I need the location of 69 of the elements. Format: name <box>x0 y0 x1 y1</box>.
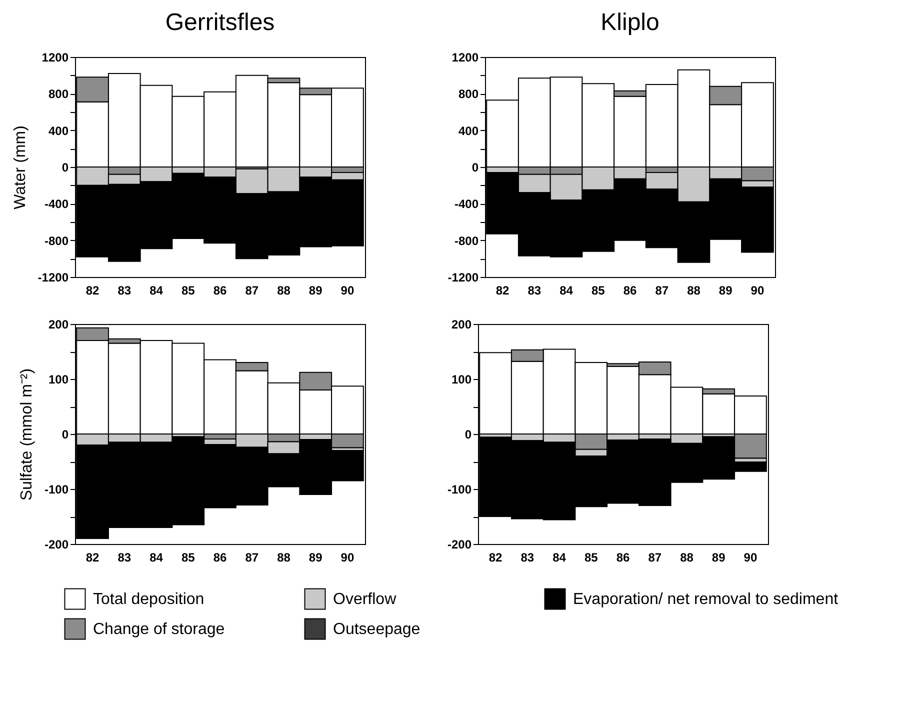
x-tick-label: 86 <box>213 550 227 564</box>
x-tick-label: 88 <box>277 284 291 298</box>
y-tick-label: 800 <box>48 87 69 102</box>
y-tick-label: 1200 <box>42 50 69 64</box>
y-tick-label: 400 <box>48 124 69 138</box>
y-tick-label: -200 <box>44 538 69 552</box>
y-tick-label: -1200 <box>38 270 69 284</box>
y-tick-label: 400 <box>458 124 479 138</box>
x-tick-label: 85 <box>181 284 196 298</box>
x-tick-label: 82 <box>86 550 100 564</box>
y-tick-label: -1200 <box>448 270 479 284</box>
x-tick-label: 84 <box>560 284 574 298</box>
x-tick-label: 88 <box>687 284 701 298</box>
x-tick-label: 85 <box>584 550 598 564</box>
y-tick-label: -800 <box>44 234 69 248</box>
y-tick-label: -100 <box>447 482 472 496</box>
x-tick-label: 88 <box>277 550 291 564</box>
x-tick-label: 83 <box>520 550 534 564</box>
y-tick-label: -400 <box>454 197 479 212</box>
x-tick-label: 89 <box>308 284 323 298</box>
x-tick-label: 84 <box>150 284 164 298</box>
x-tick-label: 90 <box>340 550 354 564</box>
x-tick-label: 83 <box>118 284 132 298</box>
y-axis-title: Sulfate (mmol m⁻²) <box>18 368 36 501</box>
y-tick-label: 100 <box>48 372 69 386</box>
y-tick-label: -800 <box>454 234 479 248</box>
x-tick-label: 85 <box>181 550 196 564</box>
y-tick-label: -400 <box>44 197 69 212</box>
y-tick-label: -200 <box>447 538 472 552</box>
x-tick-label: 87 <box>245 284 259 298</box>
x-tick-label: 86 <box>616 550 630 564</box>
x-tick-label: 85 <box>591 284 606 298</box>
y-tick-label: 200 <box>451 318 472 332</box>
x-tick-label: 82 <box>496 284 510 298</box>
y-tick-label: 100 <box>451 372 472 386</box>
y-tick-label: 800 <box>458 87 479 102</box>
x-tick-label: 90 <box>750 284 764 298</box>
x-tick-label: 89 <box>712 550 726 564</box>
x-tick-label: 84 <box>552 550 566 564</box>
x-tick-label: 86 <box>213 284 227 298</box>
y-tick-label: 0 <box>472 160 479 174</box>
x-tick-label: 89 <box>718 284 733 298</box>
x-tick-label: 87 <box>245 550 259 564</box>
legend-label: Outseepage <box>333 621 420 638</box>
x-tick-label: 87 <box>655 284 669 298</box>
x-tick-label: 82 <box>86 284 100 298</box>
chart-title: Gerritsfles <box>165 9 275 36</box>
x-tick-label: 88 <box>680 550 694 564</box>
legend-label: Evaporation/ net removal to sediment <box>573 591 839 608</box>
chart-title: Kliplo <box>600 9 660 36</box>
y-tick-label: 0 <box>62 428 69 442</box>
y-tick-label: 0 <box>62 160 69 174</box>
y-axis-title: Water (mm) <box>12 126 29 210</box>
y-tick-label: 1200 <box>452 50 479 64</box>
x-tick-label: 84 <box>150 550 164 564</box>
x-tick-label: 83 <box>528 284 542 298</box>
y-tick-label: 0 <box>464 428 472 442</box>
legend-label: Overflow <box>333 591 397 608</box>
x-tick-label: 86 <box>623 284 637 298</box>
x-tick-label: 90 <box>744 550 758 564</box>
x-tick-label: 83 <box>118 550 132 564</box>
legend-label: Total deposition <box>93 591 204 608</box>
x-tick-label: 87 <box>648 550 662 564</box>
x-tick-label: 89 <box>308 550 323 564</box>
x-tick-label: 82 <box>488 550 503 564</box>
y-tick-label: -100 <box>44 482 69 496</box>
x-tick-label: 90 <box>340 284 354 298</box>
legend-label: Change of storage <box>93 621 225 638</box>
y-tick-label: 200 <box>48 318 69 332</box>
